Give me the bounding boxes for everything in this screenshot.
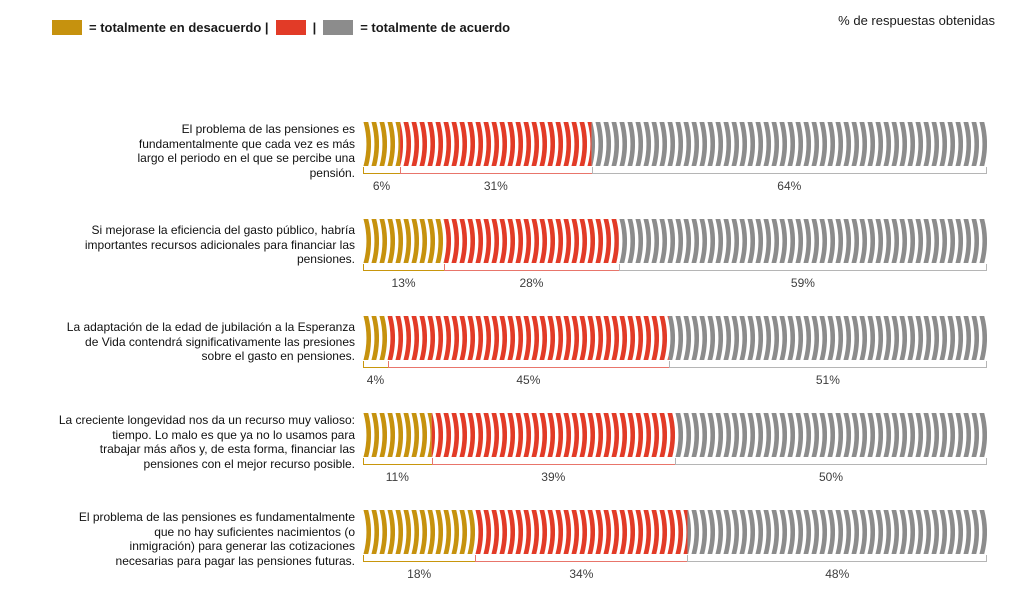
bracket-disagree	[363, 458, 432, 465]
bar-segment-middle	[431, 413, 675, 457]
statement-label: Si mejorase la eficiencia del gasto públ…	[84, 223, 355, 267]
pct-label-middle: 31%	[483, 179, 508, 193]
stacked-bar	[363, 219, 987, 263]
pct-label-agree: 64%	[777, 179, 802, 193]
stacked-bar	[363, 413, 987, 457]
bracket-agree	[618, 264, 987, 271]
bracket-middle	[475, 555, 688, 562]
statement-label: El problema de las pensiones es fundamen…	[78, 510, 355, 568]
bar-cell: 18% 34% 48%	[363, 510, 987, 581]
statement-label-cell: Si mejorase la eficiencia del gasto públ…	[0, 219, 355, 271]
legend-label-disagree: = totalmente en desacuerdo |	[89, 20, 269, 35]
statement-label-cell: La adaptación de la edad de jubilación a…	[0, 316, 355, 368]
bracket-disagree	[363, 555, 476, 562]
statement-label: El problema de las pensiones es fundamen…	[137, 122, 356, 180]
stacked-bar	[363, 122, 987, 166]
pct-label-disagree: 6%	[372, 179, 391, 193]
pct-label-disagree: 4%	[366, 373, 385, 387]
bracket-middle	[444, 264, 619, 271]
statement-label-cell: El problema de las pensiones es fundamen…	[0, 122, 356, 181]
bracket-middle	[431, 458, 675, 465]
statement-label: La adaptación de la edad de jubilación a…	[66, 320, 355, 364]
legend-swatch-middle	[275, 20, 306, 35]
bar-cell: 13% 28% 59%	[363, 219, 987, 290]
stacked-bar	[363, 510, 987, 554]
legend-separator: |	[312, 20, 317, 35]
pct-label-agree: 59%	[790, 276, 815, 290]
pct-label-agree: 50%	[818, 470, 844, 484]
bracket-disagree	[363, 361, 388, 368]
bar-segment-middle	[400, 122, 592, 166]
bar-segment-middle	[475, 510, 688, 554]
bracket-agree	[687, 555, 987, 562]
bar-segment-agree	[675, 413, 987, 457]
bar-cell: 11% 39% 50%	[363, 413, 987, 484]
statement-label-cell: La creciente longevidad nos da un recurs…	[0, 413, 355, 472]
legend-swatch-disagree	[52, 20, 82, 35]
pct-label-middle: 34%	[569, 567, 594, 581]
pct-label-middle: 39%	[541, 470, 566, 484]
pct-label-middle: 45%	[516, 373, 541, 387]
statement-label: La creciente longevidad nos da un recurs…	[58, 413, 355, 471]
bar-cell: 6% 31% 64%	[363, 122, 987, 193]
bar-segment-agree	[668, 316, 987, 360]
bar-segment-disagree	[363, 219, 445, 263]
pct-label-agree: 51%	[815, 373, 840, 387]
chart-row: La creciente longevidad nos da un recurs…	[0, 413, 1012, 484]
statement-label-cell: El problema de las pensiones es fundamen…	[0, 510, 355, 569]
pct-label-disagree: 18%	[407, 567, 432, 581]
bar-segment-middle	[387, 316, 669, 360]
chart-row: La adaptación de la edad de jubilación a…	[0, 316, 1012, 387]
legend: = totalmente en desacuerdo | | = totalme…	[52, 20, 510, 35]
chart-row: El problema de las pensiones es fundamen…	[0, 122, 1012, 193]
bar-segment-disagree	[363, 413, 432, 457]
pct-label-disagree: 13%	[391, 276, 416, 290]
bar-segment-disagree	[363, 122, 401, 166]
bar-segment-disagree	[363, 510, 476, 554]
bracket-agree	[668, 361, 987, 368]
chart-rows: El problema de las pensiones es fundamen…	[0, 122, 1012, 581]
bracket-middle	[400, 167, 592, 174]
stacked-bar	[363, 316, 987, 360]
bar-segment-agree	[687, 510, 987, 554]
bar-segment-agree	[591, 122, 987, 166]
bracket-disagree	[363, 167, 401, 174]
bracket-agree	[675, 458, 987, 465]
bar-segment-agree	[618, 219, 987, 263]
bracket-middle	[387, 361, 669, 368]
bracket-disagree	[363, 264, 445, 271]
pct-label-disagree: 11%	[385, 470, 409, 484]
bar-cell: 4% 45% 51%	[363, 316, 987, 387]
chart-row: Si mejorase la eficiencia del gasto públ…	[0, 219, 1012, 290]
bar-segment-disagree	[363, 316, 388, 360]
chart-title: % de respuestas obtenidas	[838, 13, 995, 28]
bracket-agree	[591, 167, 987, 174]
chart-row: El problema de las pensiones es fundamen…	[0, 510, 1012, 581]
legend-swatch-agree	[323, 20, 354, 35]
pct-label-middle: 28%	[519, 276, 544, 290]
bar-segment-middle	[444, 219, 619, 263]
pct-label-agree: 48%	[825, 567, 850, 581]
legend-label-agree: = totalmente de acuerdo	[360, 20, 511, 35]
